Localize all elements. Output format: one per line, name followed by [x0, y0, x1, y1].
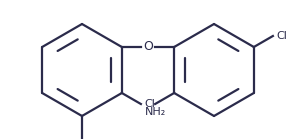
- Text: O: O: [143, 40, 153, 54]
- Text: NH₂: NH₂: [144, 107, 166, 117]
- Text: Cl: Cl: [144, 99, 155, 109]
- Text: Cl: Cl: [276, 31, 287, 41]
